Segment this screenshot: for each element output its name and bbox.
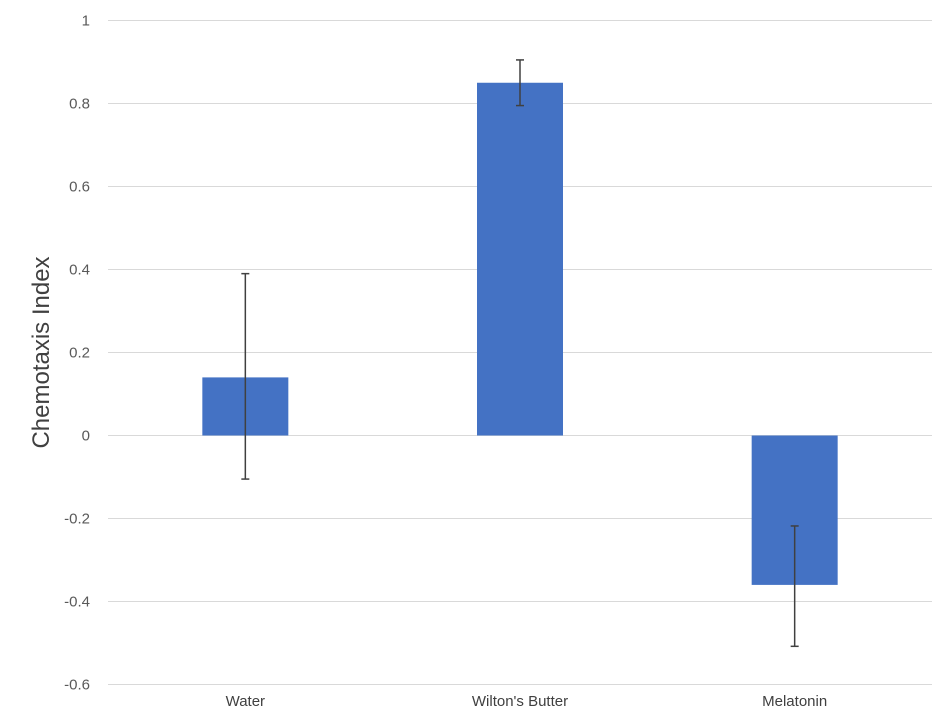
error-bar — [516, 59, 524, 107]
y-tick-label: 0.2 — [69, 345, 90, 362]
x-tick-labels: Water Wilton's Butter Melatonin — [226, 693, 828, 710]
error-bars — [241, 59, 799, 648]
y-axis-title: Chemotaxis Index — [28, 256, 55, 448]
bars — [202, 82, 838, 585]
x-tick-label: Wilton's Butter — [472, 693, 568, 710]
error-bar — [241, 272, 250, 480]
y-tick-label: -0.2 — [64, 511, 90, 528]
y-tick-labels: -0.6 -0.4 -0.2 0 0.2 0.4 0.6 0.8 1 — [64, 13, 90, 694]
x-tick-label: Melatonin — [762, 693, 827, 710]
x-tick-label: Water — [226, 693, 265, 710]
y-tick-label: -0.6 — [64, 677, 90, 694]
y-tick-label: 0.6 — [69, 179, 90, 196]
error-bar — [790, 525, 799, 648]
y-tick-label: 1 — [82, 13, 90, 30]
y-tick-label: -0.4 — [64, 594, 90, 611]
bar — [477, 82, 563, 436]
y-tick-label: 0.8 — [69, 96, 90, 113]
y-tick-label: 0 — [82, 428, 90, 445]
y-tick-label: 0.4 — [69, 262, 90, 279]
